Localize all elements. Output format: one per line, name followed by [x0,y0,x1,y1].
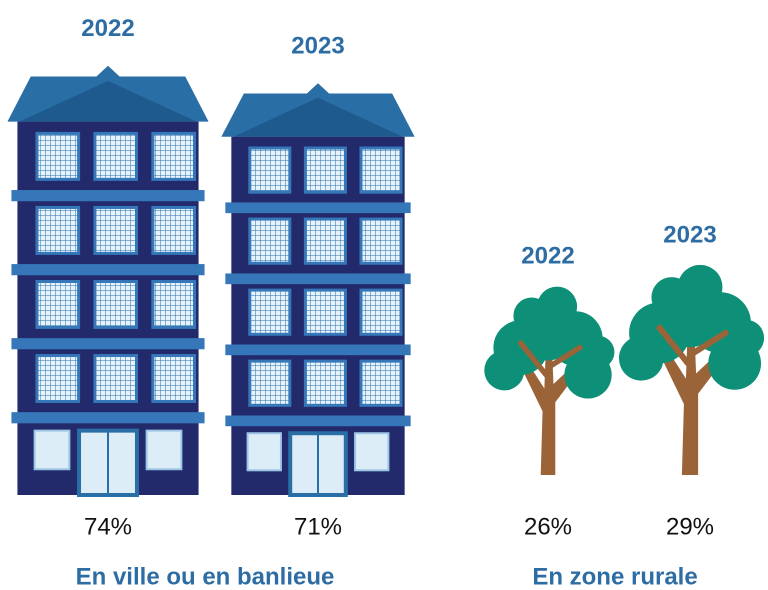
window [362,149,400,191]
window [306,362,344,404]
canopy [581,335,615,369]
tree [618,264,765,475]
ground-window [145,429,183,471]
window [154,357,193,400]
window [154,134,193,178]
window [251,362,289,404]
canopy [618,335,664,381]
window [38,357,78,400]
year-label: 2022 [521,242,574,269]
band [225,344,411,356]
roof-front [233,97,403,137]
value-label: 29% [666,513,714,540]
window [306,220,344,262]
window [362,362,400,404]
window [38,134,78,178]
window [362,220,400,262]
window [96,134,136,178]
ground-window [354,432,390,472]
window [154,208,193,252]
band [11,412,205,424]
year-label: 2022 [81,15,134,42]
band [11,190,205,202]
value-label: 71% [294,513,342,540]
window [38,208,78,252]
value-label: 74% [84,513,132,540]
value-label: 26% [524,513,572,540]
window [362,291,400,333]
year-label: 2023 [663,221,716,248]
window [38,282,78,326]
window [96,208,136,252]
window [96,282,136,326]
ground-window [246,432,282,472]
group-label: En ville ou en banlieue [76,563,335,590]
group-label: En zone rurale [532,563,697,590]
canopy [651,277,693,318]
band [225,273,411,285]
band [11,338,205,350]
window [154,282,193,326]
trunk-top [517,340,583,378]
canopy [513,297,550,334]
trunk-top [656,324,729,367]
canopy [484,350,525,391]
canopy [727,319,765,357]
band [225,202,411,214]
window [96,357,136,400]
roof-front [19,80,197,122]
window [251,291,289,333]
tree [484,286,615,475]
year-label: 2023 [291,33,344,60]
band [11,264,205,276]
window [251,149,289,191]
band [225,415,411,427]
window [251,220,289,262]
ground-window [33,429,71,471]
building [7,65,209,497]
window [306,149,344,191]
window [306,291,344,333]
building [221,83,415,498]
